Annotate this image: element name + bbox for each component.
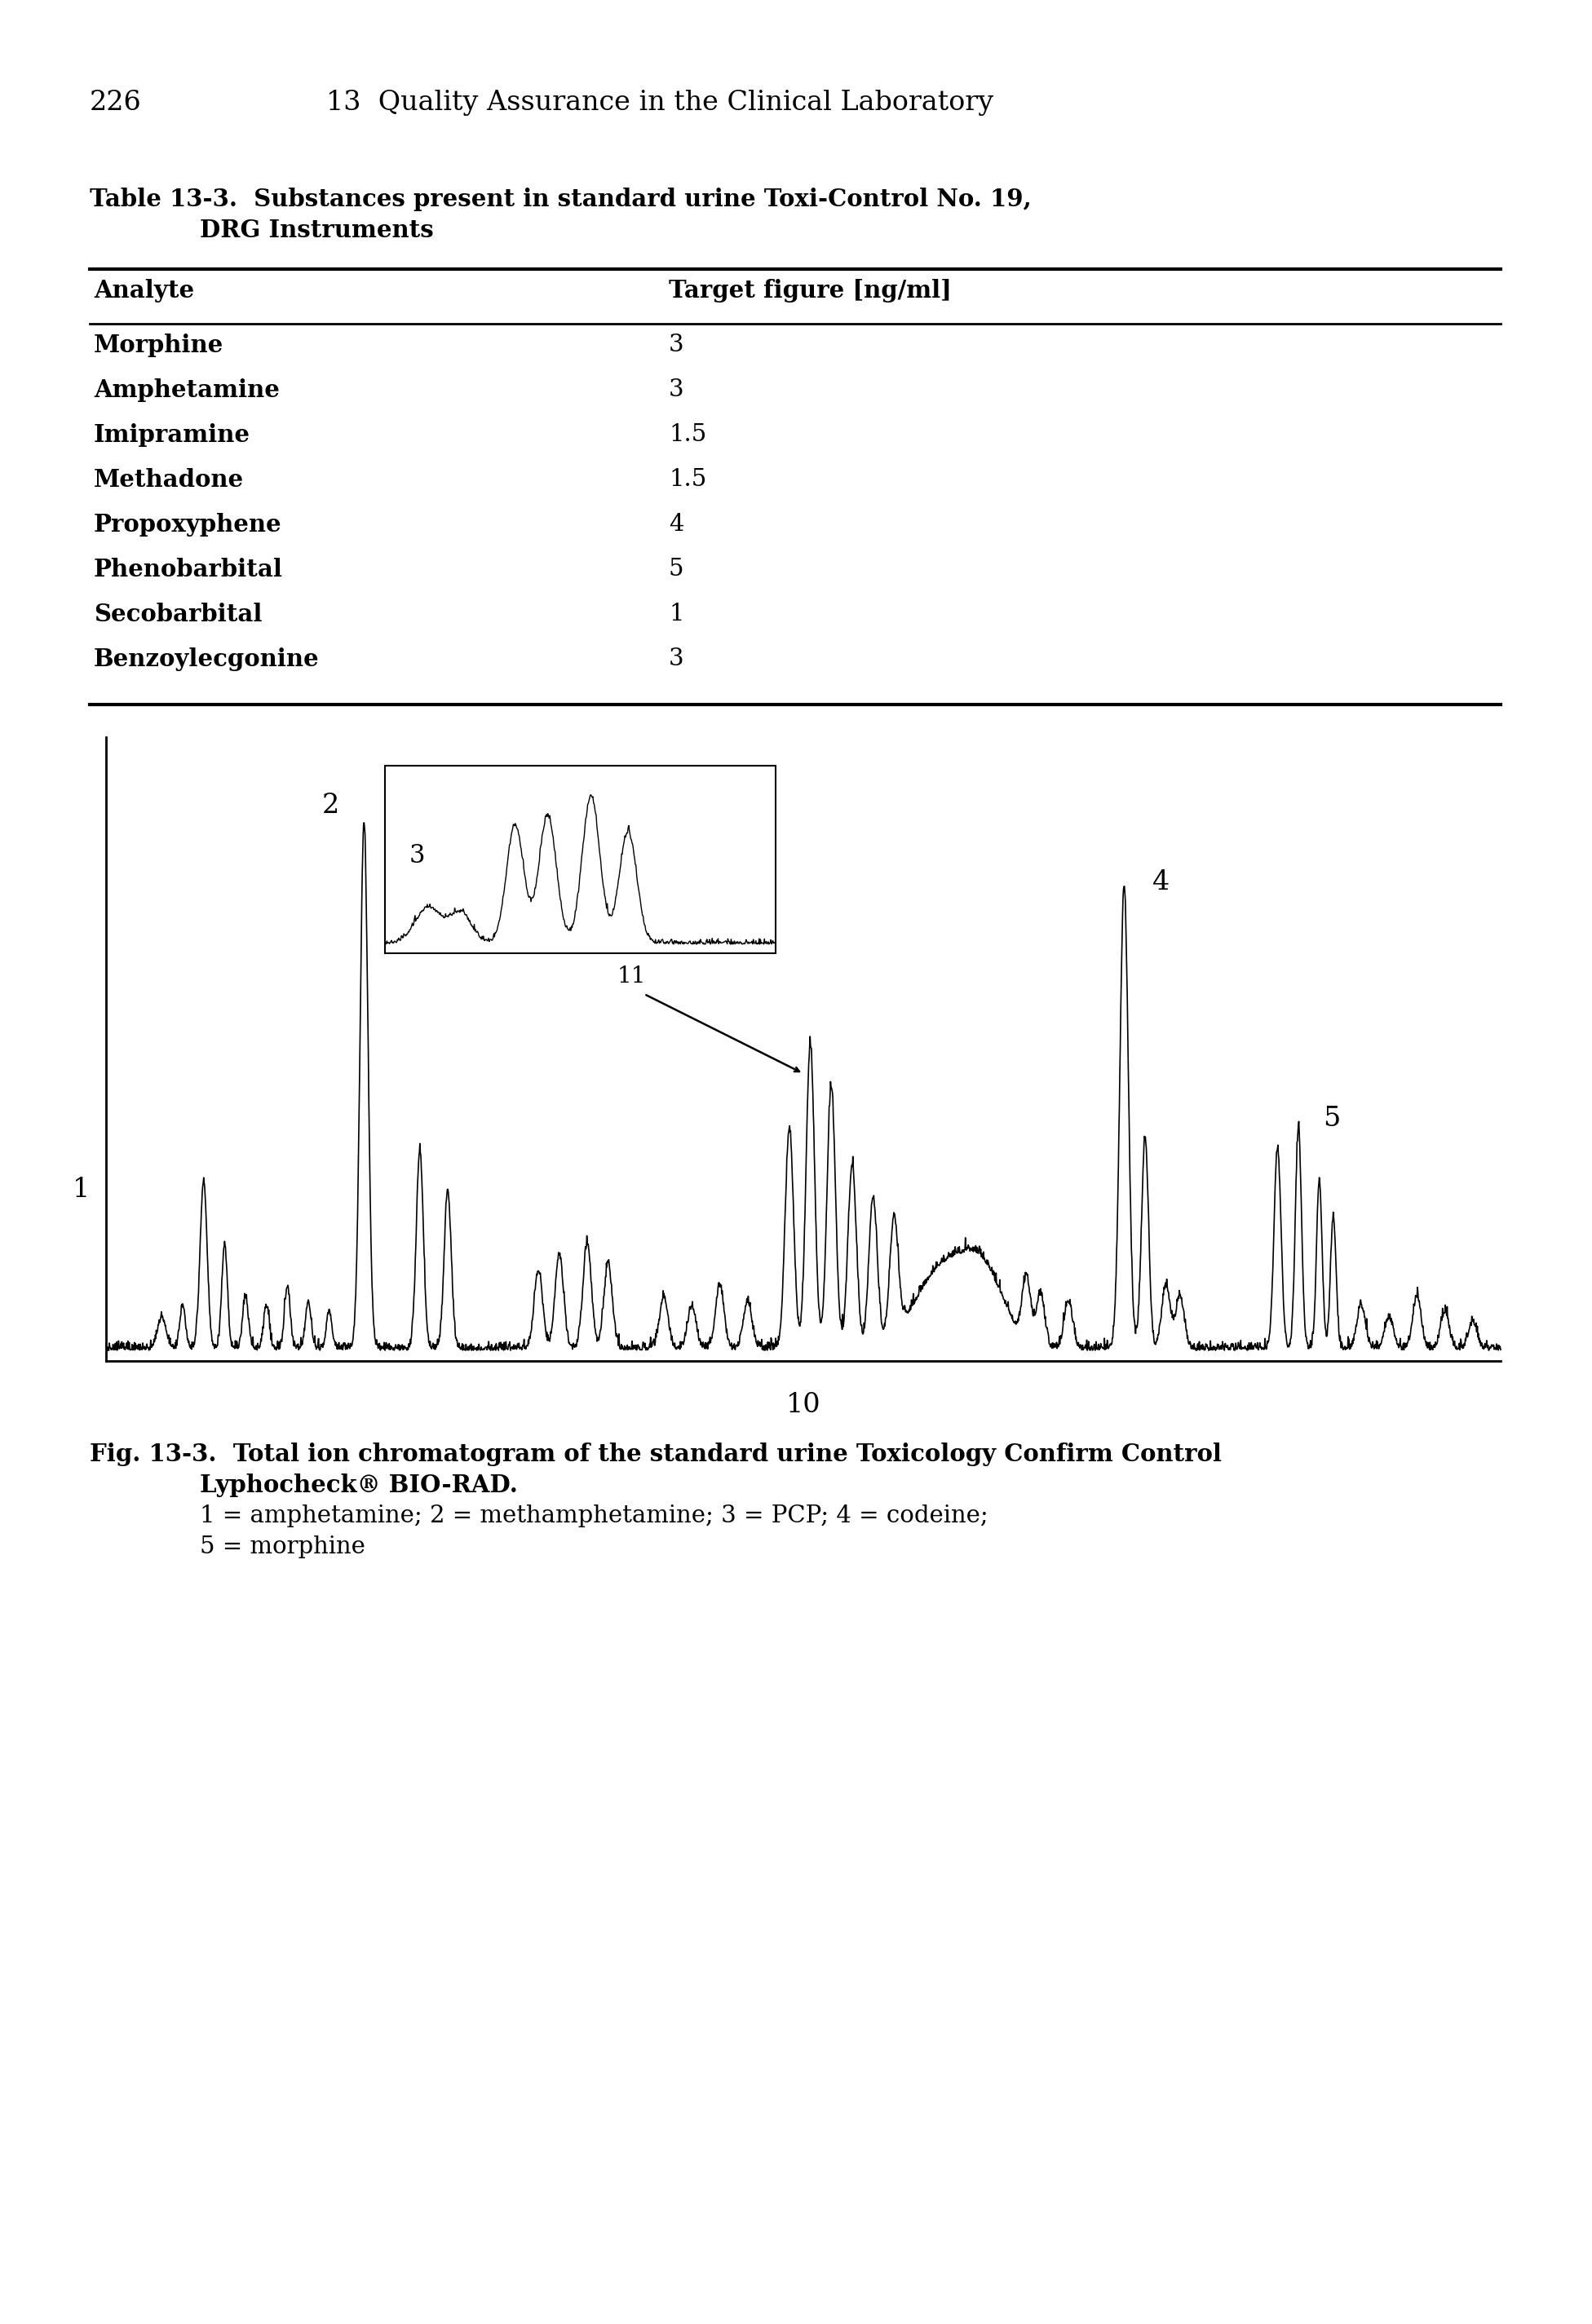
Text: 3: 3 [669, 648, 685, 669]
Text: Lyphocheck® BIO-RAD.: Lyphocheck® BIO-RAD. [201, 1473, 517, 1497]
Text: 1.5: 1.5 [669, 467, 707, 490]
Text: 1 = amphetamine; 2 = methamphetamine; 3 = PCP; 4 = codeine;: 1 = amphetamine; 2 = methamphetamine; 3 … [201, 1504, 989, 1527]
Text: 2: 2 [322, 792, 339, 818]
Text: Secobarbital: Secobarbital [94, 602, 263, 625]
Text: 4: 4 [669, 514, 685, 537]
Text: 5: 5 [669, 558, 685, 581]
Text: 1: 1 [72, 1176, 89, 1204]
Text: Phenobarbital: Phenobarbital [94, 558, 283, 581]
Text: DRG Instruments: DRG Instruments [201, 218, 433, 242]
Text: Morphine: Morphine [94, 335, 223, 358]
Text: 3: 3 [409, 844, 425, 869]
Text: 11: 11 [618, 964, 646, 988]
Text: 1.5: 1.5 [669, 423, 707, 446]
Text: Analyte: Analyte [94, 279, 194, 302]
Bar [385, 765, 775, 953]
Text: 3: 3 [669, 379, 685, 402]
Text: 3: 3 [669, 335, 685, 356]
Text: 1: 1 [669, 602, 685, 625]
Text: Target figure [ng/ml]: Target figure [ng/ml] [669, 279, 952, 302]
Text: 10: 10 [786, 1392, 821, 1418]
Text: 5 = morphine: 5 = morphine [201, 1536, 365, 1559]
Text: Imipramine: Imipramine [94, 423, 250, 446]
Text: Fig. 13-3.  Total ion chromatogram of the standard urine Toxicology Confirm Cont: Fig. 13-3. Total ion chromatogram of the… [89, 1443, 1221, 1466]
Text: Propoxyphene: Propoxyphene [94, 514, 282, 537]
Text: Methadone: Methadone [94, 467, 244, 493]
Text: 5: 5 [1323, 1106, 1340, 1132]
Text: Amphetamine: Amphetamine [94, 379, 280, 402]
Text: 226: 226 [89, 91, 142, 116]
Text: 4: 4 [1153, 869, 1170, 895]
Text: Table 13-3.  Substances present in standard urine Toxi-Control No. 19,: Table 13-3. Substances present in standa… [89, 188, 1032, 211]
Text: 13  Quality Assurance in the Clinical Laboratory: 13 Quality Assurance in the Clinical Lab… [326, 91, 993, 116]
Text: Benzoylecgonine: Benzoylecgonine [94, 648, 320, 672]
